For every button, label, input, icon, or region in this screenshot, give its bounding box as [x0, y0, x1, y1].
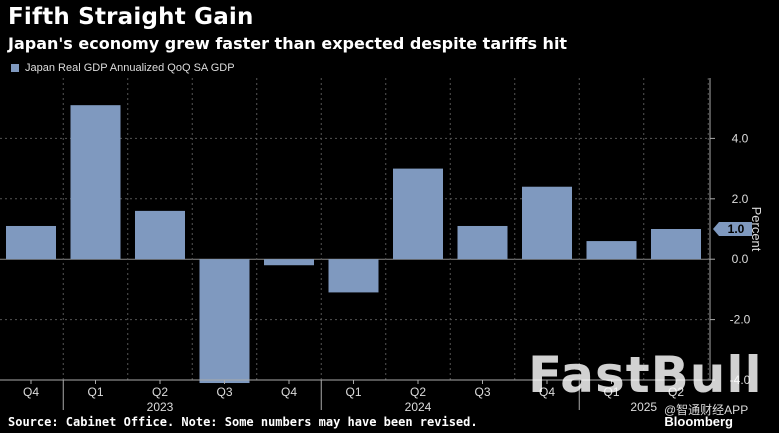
- bar-10: [651, 229, 701, 260]
- x-tick-label: Q4: [539, 385, 555, 399]
- legend: Japan Real GDP Annualized QoQ SA GDP: [11, 62, 235, 74]
- year-label: 2024: [405, 400, 432, 414]
- x-tick-label: Q1: [87, 385, 103, 399]
- zhitong-watermark: @智通财经APP: [664, 403, 749, 417]
- chart-subtitle: Japan's economy grew faster than expecte…: [8, 34, 568, 53]
- bar-7: [457, 225, 508, 260]
- fastbull-watermark: FastBull: [528, 346, 763, 404]
- y-tick-label: 2.0: [732, 192, 749, 206]
- y-tick-label: -2.0: [730, 313, 751, 327]
- bar-8: [522, 186, 572, 260]
- y-tick-label: 0.0: [732, 252, 749, 266]
- x-tick-label: Q3: [216, 385, 232, 399]
- x-tick-label: Q2: [152, 385, 168, 399]
- year-label: 2023: [147, 400, 174, 414]
- bars: [6, 105, 701, 384]
- bar-2: [135, 210, 185, 260]
- last-value-label: 1.0: [728, 222, 745, 236]
- bar-6: [393, 168, 443, 260]
- x-tick-label: Q1: [345, 385, 361, 399]
- bar-4: [264, 259, 314, 266]
- bar-5: [328, 259, 379, 293]
- legend-swatch: [11, 64, 19, 72]
- last-value-marker: [713, 222, 752, 236]
- x-tick-label: Q2: [410, 385, 426, 399]
- legend-label: Japan Real GDP Annualized QoQ SA GDP: [25, 62, 235, 74]
- y-tick-label: -4.0: [730, 373, 751, 387]
- chart-title: Fifth Straight Gain: [8, 4, 254, 30]
- x-tick-label: Q3: [474, 385, 490, 399]
- source-note: Source: Cabinet Office. Note: Some numbe…: [8, 415, 478, 429]
- bar-0: [6, 225, 56, 260]
- bar-3: [199, 259, 250, 384]
- bar-1: [70, 105, 121, 260]
- bar-9: [586, 241, 637, 260]
- y-axis-title: Percent: [749, 207, 764, 252]
- bloomberg-credit: Bloomberg: [664, 414, 733, 429]
- axes: 4.0 2.0 0.0 -2.0 -4.0 Percent 1.0 Q4 Q1 Q2 Q3 Q4 Q1 Q…: [0, 78, 764, 414]
- y-tick-label: 4.0: [732, 131, 749, 145]
- x-tick-label: Q4: [281, 385, 297, 399]
- x-tick-label: Q4: [23, 385, 39, 399]
- x-tick-label: Q1: [603, 385, 619, 399]
- year-label: 2025: [630, 400, 657, 414]
- x-tick-label: Q2: [668, 385, 684, 399]
